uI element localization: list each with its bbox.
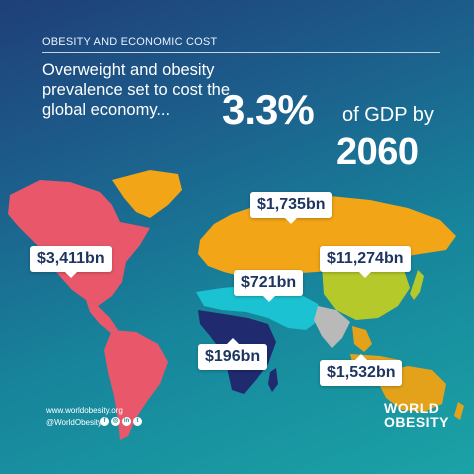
greenland-shape <box>112 170 182 218</box>
website-link[interactable]: www.worldobesity.org <box>46 406 123 415</box>
mena-value-tag: $721bn <box>234 270 304 302</box>
east-asia-value-tag: $11,274bn <box>320 246 411 278</box>
east-asia-shape <box>322 262 410 320</box>
north-america-shape <box>8 180 150 306</box>
linkedin-icon[interactable]: in <box>122 417 131 426</box>
southeast-asia-value-tag: $1,532bn <box>320 354 403 386</box>
facebook-icon[interactable]: f <box>100 417 109 426</box>
central-america-shape <box>86 300 118 334</box>
section-label: OBESITY AND ECONOMIC COST <box>42 36 218 48</box>
south-america-shape <box>104 330 168 440</box>
sub-saharan-africa-value-tag: $196bn <box>198 338 268 370</box>
japan-shape <box>410 270 424 300</box>
instagram-icon[interactable]: ◎ <box>111 417 120 426</box>
target-year: 2060 <box>336 131 419 173</box>
gdp-percent: 3.3% <box>222 86 315 133</box>
south-asia-shape <box>314 306 350 348</box>
brand-logo-line2: OBESITY <box>384 414 449 430</box>
mena-shape <box>196 286 322 330</box>
headline-text: Overweight and obesity prevalence set to… <box>42 61 231 119</box>
social-handle: @WorldObesity <box>46 418 102 427</box>
americas-value-tag: $3,411bn <box>30 246 112 278</box>
madagascar-shape <box>268 368 278 392</box>
brand-logo-line1: WORLD <box>384 400 440 416</box>
new-zealand-shape <box>454 402 464 420</box>
gdp-by-text: of GDP by <box>342 104 434 126</box>
twitter-icon[interactable]: t <box>133 417 142 426</box>
southeast-asia-shape <box>352 326 372 352</box>
europe-value-tag: $1,735bn <box>250 192 333 224</box>
header-divider <box>42 52 440 53</box>
